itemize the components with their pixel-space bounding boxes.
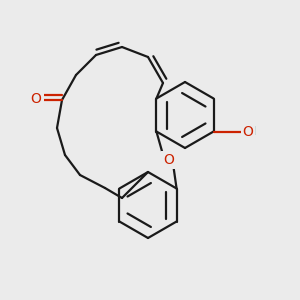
Text: O: O <box>163 153 174 167</box>
Text: O: O <box>243 124 254 139</box>
Text: H: H <box>247 125 256 138</box>
Text: O: O <box>31 92 41 106</box>
